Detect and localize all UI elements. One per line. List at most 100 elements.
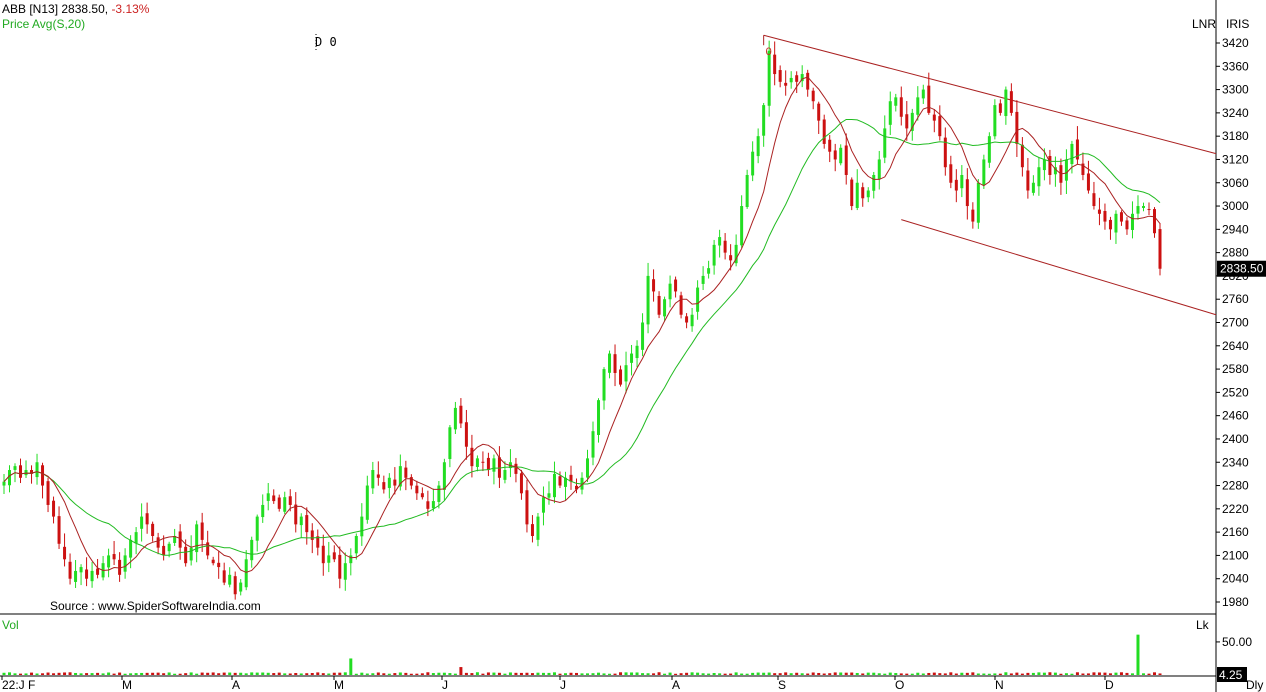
- volume-bar: [1130, 673, 1134, 675]
- volume-bar: [910, 673, 914, 675]
- candle: [602, 367, 606, 410]
- candle: [459, 398, 463, 429]
- candle: [1114, 210, 1118, 244]
- volume-bar: [151, 672, 155, 675]
- candle: [415, 480, 419, 500]
- scale-type[interactable]: IRIS: [1226, 17, 1250, 31]
- volume-bar: [580, 673, 584, 675]
- volume-bar: [525, 672, 529, 675]
- volume-last-label: 4.25: [1219, 668, 1243, 682]
- volume-bar: [332, 672, 336, 675]
- volume-bar: [965, 672, 969, 675]
- candle: [641, 313, 645, 357]
- candle: [547, 481, 551, 505]
- volume-bar: [46, 672, 50, 675]
- candle: [1042, 148, 1046, 181]
- candle: [448, 425, 452, 468]
- candle: [74, 560, 78, 588]
- volume-bar: [563, 673, 567, 675]
- volume-bars: [2, 634, 1162, 675]
- candle: [343, 552, 347, 591]
- volume-bar: [1059, 673, 1063, 675]
- candle: [630, 344, 634, 376]
- candle: [244, 550, 248, 591]
- volume-bar: [558, 673, 562, 675]
- volume-bar: [519, 672, 523, 675]
- candle: [1119, 210, 1123, 226]
- candle: [987, 132, 991, 168]
- candlesticks: [2, 40, 1162, 600]
- volume-bar: [404, 672, 408, 675]
- candle: [481, 451, 485, 472]
- candle: [916, 86, 920, 121]
- candle: [921, 84, 925, 104]
- candle: [299, 513, 303, 538]
- candle: [497, 446, 501, 488]
- candle: [514, 457, 518, 483]
- candle: [646, 262, 650, 334]
- candle: [123, 548, 127, 579]
- candle: [971, 202, 975, 229]
- volume-bar: [949, 672, 953, 675]
- candle: [211, 556, 215, 566]
- volume-bar: [773, 673, 777, 675]
- volume-bar: [162, 673, 166, 675]
- volume-bar: [1042, 672, 1046, 675]
- candle: [1147, 202, 1151, 216]
- volume-bar: [1141, 673, 1145, 675]
- candle: [729, 244, 733, 271]
- x-tick-label: J: [442, 678, 448, 692]
- volume-bar: [283, 673, 287, 675]
- volume-bar: [756, 672, 760, 675]
- volume-bar: [228, 672, 232, 675]
- candle: [1152, 207, 1156, 238]
- last-price-label: 2838.50: [1217, 260, 1266, 277]
- volume-bar: [828, 673, 832, 675]
- volume-bar: [993, 673, 997, 675]
- volume-bar: [1097, 672, 1101, 675]
- candle: [134, 527, 138, 555]
- candle: [707, 260, 711, 279]
- candle: [266, 483, 270, 511]
- volume-bar: [442, 672, 446, 675]
- volume-bar: [751, 672, 755, 675]
- volume-bar: [982, 673, 986, 675]
- peak-marker-text: 0: [766, 46, 772, 58]
- volume-bar: [795, 672, 799, 675]
- volume-bar: [1119, 672, 1123, 675]
- candle: [806, 69, 810, 97]
- y-tick-label: 2520: [1222, 385, 1249, 399]
- y-tick-label: 3420: [1222, 36, 1249, 50]
- volume-bar: [393, 673, 397, 675]
- candle: [872, 171, 876, 199]
- candle: [24, 460, 28, 478]
- candle: [1136, 195, 1140, 220]
- candle: [189, 535, 193, 566]
- scale-mode[interactable]: LNR: [1192, 17, 1217, 31]
- y-tick-label: 2760: [1222, 292, 1249, 306]
- candle: [767, 40, 771, 117]
- volume-bar: [899, 673, 903, 675]
- volume-bar: [277, 672, 281, 675]
- candle: [1158, 222, 1162, 276]
- candle: [2, 474, 6, 495]
- candle: [756, 128, 760, 164]
- volume-bar: [8, 672, 12, 675]
- volume-bar: [239, 672, 243, 675]
- candle: [773, 41, 777, 86]
- candle: [228, 567, 232, 588]
- period-label[interactable]: Dly: [1246, 678, 1264, 692]
- volume-bar: [1031, 672, 1035, 675]
- candle: [558, 471, 562, 489]
- last-price-text: 2838.50: [1220, 262, 1264, 276]
- volume-bar: [938, 673, 942, 675]
- x-tick-label: J: [560, 678, 566, 692]
- candle: [475, 455, 479, 472]
- candle: [833, 143, 837, 172]
- volume-bar: [624, 672, 628, 675]
- y-tick-label: 2700: [1222, 316, 1249, 330]
- candle: [41, 462, 45, 499]
- candle: [811, 87, 815, 110]
- volume-bar: [184, 673, 188, 675]
